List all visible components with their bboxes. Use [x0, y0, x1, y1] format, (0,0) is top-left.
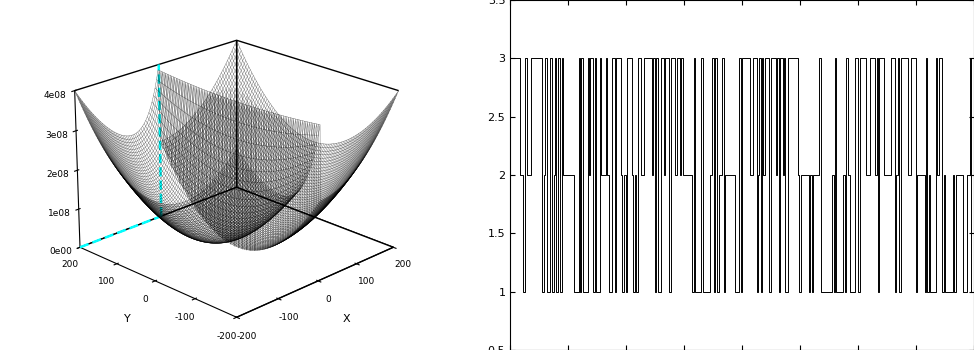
Y-axis label: Y: Y — [124, 314, 131, 324]
X-axis label: X: X — [343, 314, 350, 324]
